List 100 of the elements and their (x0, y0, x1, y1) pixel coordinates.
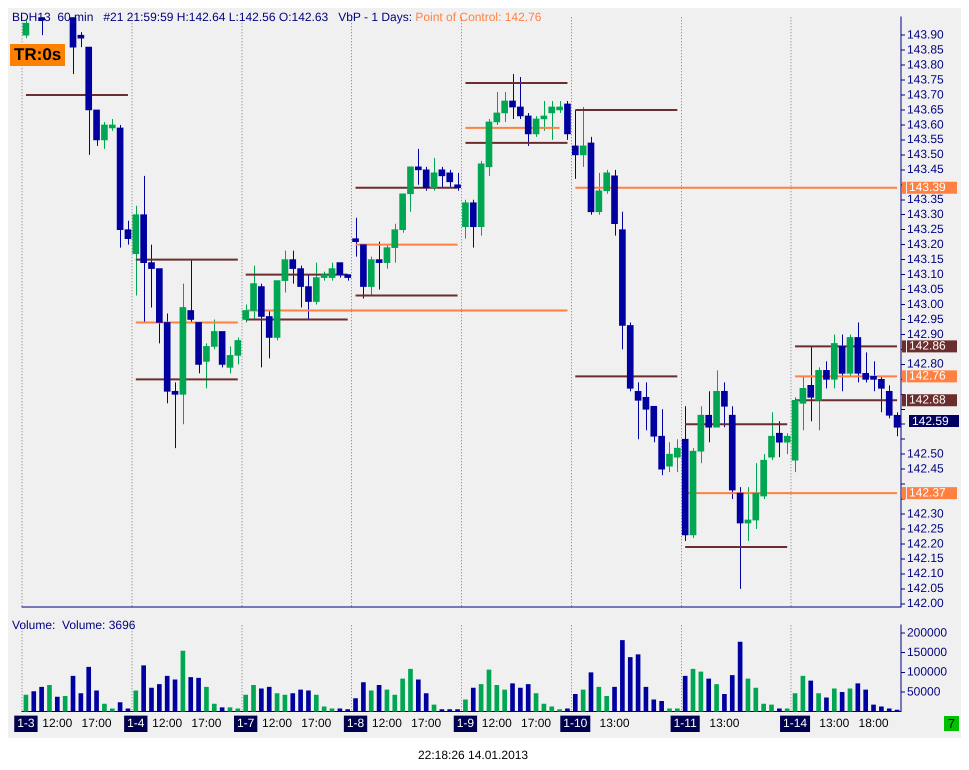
bar (141, 665, 146, 712)
bar (39, 686, 44, 712)
bar (698, 672, 704, 712)
x-tick-label: 17:00 (82, 716, 112, 730)
bar (863, 690, 868, 712)
x-tick-label: 1-7 (237, 716, 255, 730)
bar (518, 688, 523, 712)
y-tick-label: 142.25 (907, 521, 944, 536)
annotation: TR:0s (10, 44, 66, 66)
bar (251, 684, 256, 712)
bar (47, 684, 52, 712)
bar (86, 666, 92, 712)
bar (133, 690, 138, 712)
bar (644, 686, 648, 712)
bar (243, 694, 248, 712)
bar (526, 684, 531, 712)
bar (463, 699, 468, 712)
chart-title: BDH13 60 min #21 21:59:59 H:142.64 L:142.56 O:142.63 VbP - 1 Days: (12, 10, 414, 24)
x-tick-label: 13:00 (819, 716, 850, 730)
y-tick-label: 100000 (907, 664, 948, 679)
bar (384, 690, 390, 712)
bar (816, 693, 821, 712)
bar (620, 640, 625, 712)
y-tick-label: 142.15 (907, 551, 944, 566)
bar (322, 706, 326, 712)
x-tick-label: 1-11 (674, 716, 698, 730)
bar (494, 684, 500, 712)
bar (353, 698, 358, 712)
bar (24, 694, 28, 712)
bar (306, 690, 311, 712)
chart-subtitle: Point of Control: 142.76 (415, 10, 542, 24)
y-tick-label: 142.90 (907, 326, 944, 341)
y-tick-label: 143.80 (907, 57, 944, 72)
bar (792, 693, 798, 712)
x-tick-label: 12:00 (152, 716, 183, 730)
bar (70, 676, 76, 712)
bar (604, 696, 610, 712)
bar (886, 708, 892, 712)
bar (376, 684, 382, 712)
bar (848, 688, 852, 712)
bar (338, 708, 342, 712)
bar (502, 690, 507, 712)
bar (769, 704, 774, 712)
bar (580, 690, 586, 712)
candlestick (580, 106, 586, 168)
x-tick-label: 13:00 (600, 716, 630, 730)
bar (282, 694, 288, 712)
bar (486, 670, 492, 712)
x-tick-label: 12:00 (482, 716, 512, 730)
bar (118, 702, 122, 712)
legend-label: 143.39 (909, 180, 946, 194)
candlestick (823, 360, 830, 389)
bar (149, 688, 154, 712)
bar (110, 708, 115, 712)
bar (470, 688, 476, 712)
x-tick-label: 1-4 (127, 716, 145, 730)
bar (706, 678, 712, 712)
bar (628, 657, 633, 712)
bar (298, 690, 303, 712)
candlestick (376, 241, 382, 290)
y-tick-label: 143.30 (907, 207, 944, 222)
x-tick-label: 1-9 (456, 716, 474, 730)
y-tick-label: 143.15 (907, 252, 944, 266)
y-tick-label: 200000 (907, 625, 948, 640)
bar (126, 708, 130, 712)
bar (196, 678, 201, 712)
y-tick-label: 143.25 (907, 222, 944, 236)
bar (549, 706, 554, 712)
x-tick-label: 1-8 (346, 716, 365, 730)
bar (212, 704, 217, 712)
bar (761, 704, 766, 712)
bar (871, 704, 876, 712)
bar (290, 693, 296, 712)
x-tick-label: 17:00 (301, 716, 332, 730)
bar (651, 699, 656, 712)
bar (777, 708, 782, 712)
x-tick-label: 17:00 (521, 716, 552, 730)
bar (542, 704, 546, 712)
y-tick-label: 143.85 (907, 42, 944, 56)
bar (478, 684, 484, 712)
bar (690, 668, 696, 712)
y-tick-label: 142.05 (907, 581, 944, 596)
legend-label: 142.86 (909, 338, 946, 353)
bar (455, 709, 460, 712)
bar (164, 676, 170, 712)
bar (361, 682, 366, 712)
bar (424, 693, 429, 712)
bar (188, 677, 194, 712)
y-tick-label: 143.00 (907, 296, 944, 311)
bar (824, 698, 829, 712)
y-tick-label: 143.90 (907, 27, 944, 42)
candlestick (721, 382, 728, 428)
x-tick-label: 13:00 (709, 716, 740, 730)
legend-label: 142.68 (909, 392, 946, 407)
legend-label: 142.76 (909, 368, 946, 383)
x-tick-label: 17:00 (191, 716, 222, 730)
bar (636, 654, 640, 712)
y-tick-label: 143.35 (907, 192, 944, 206)
y-tick-label: 143.60 (907, 117, 944, 132)
bar (612, 686, 617, 712)
